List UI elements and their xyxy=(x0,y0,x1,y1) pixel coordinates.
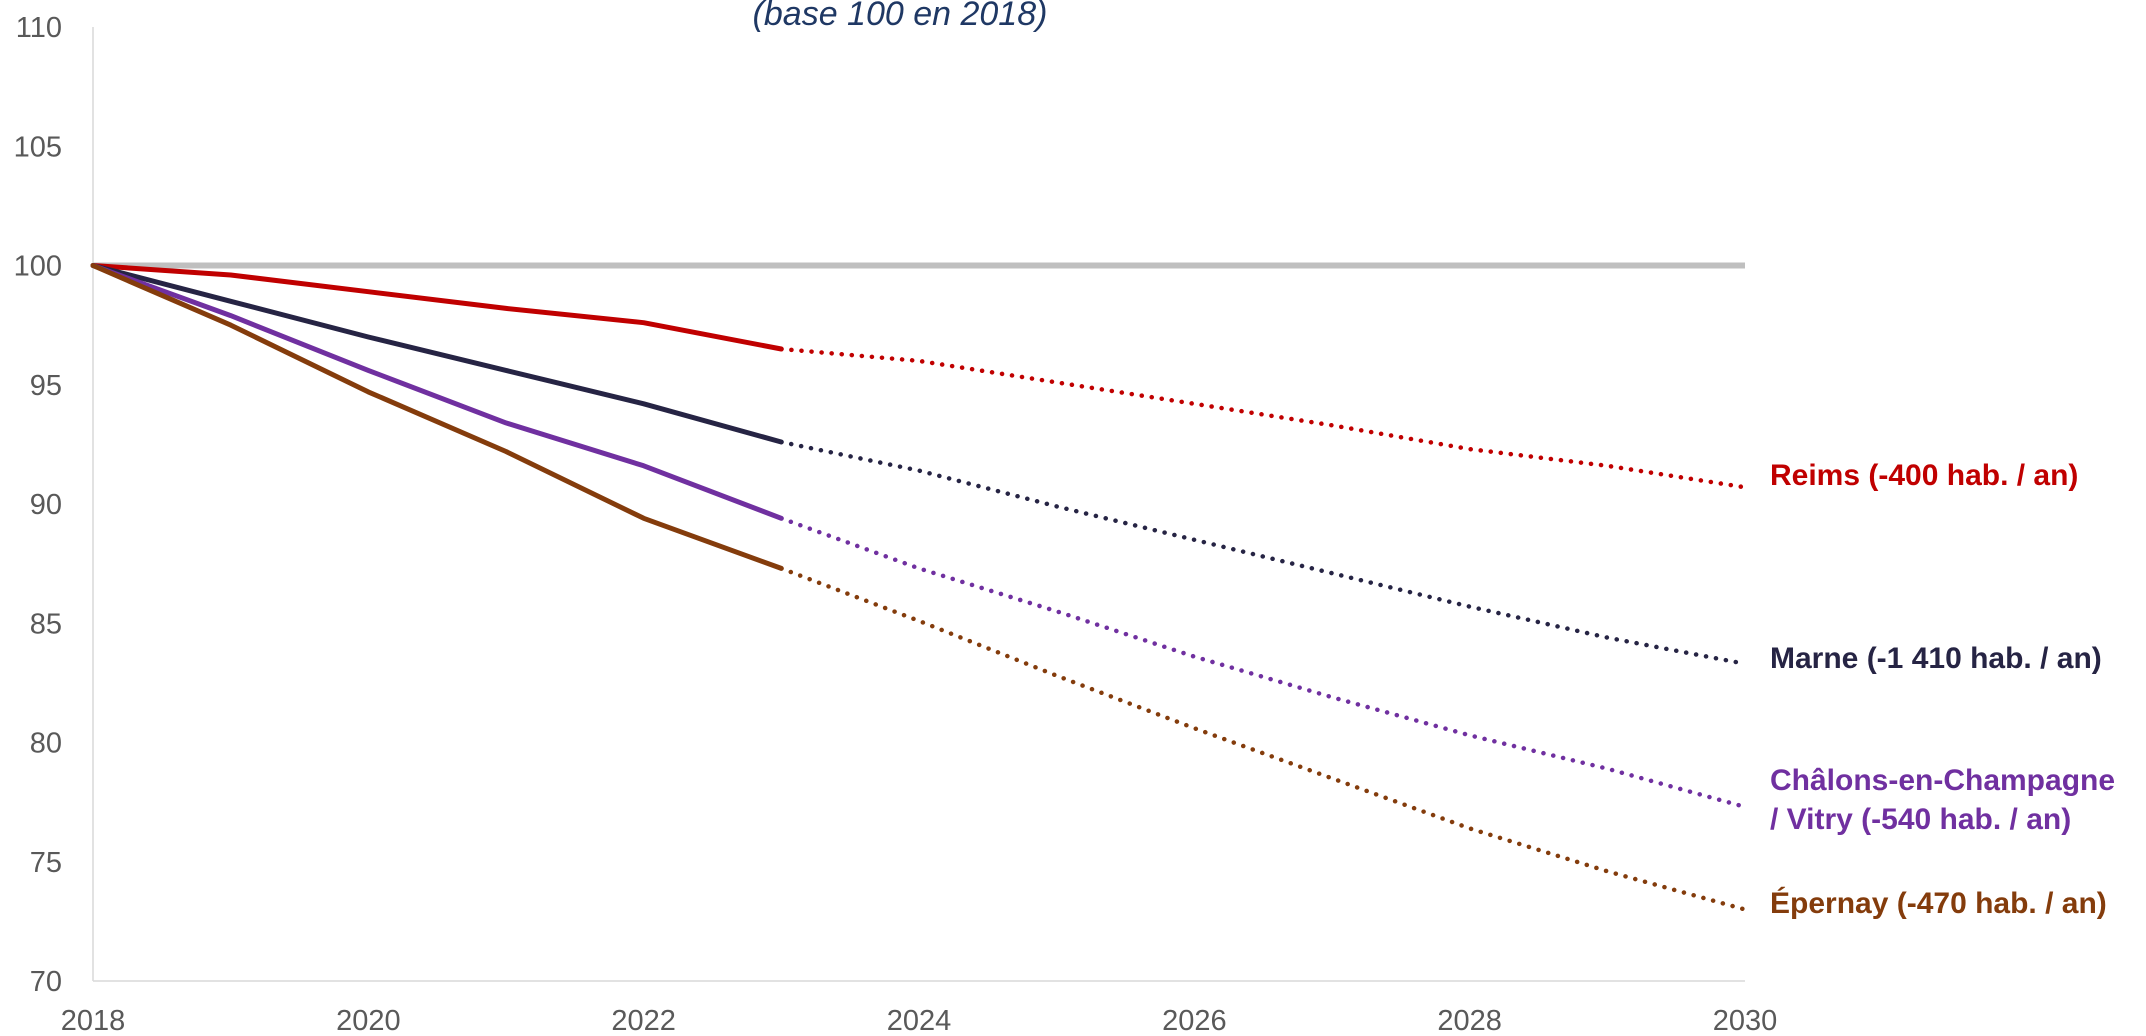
y-tick-label: 100 xyxy=(14,251,62,283)
series-label: Marne (-1 410 hab. / an) xyxy=(1770,642,2102,675)
x-tick-label: 2026 xyxy=(1162,1005,1227,1036)
y-tick-label: 70 xyxy=(30,966,62,998)
x-tick-label: 2020 xyxy=(336,1005,401,1036)
y-tick-label: 75 xyxy=(30,847,62,879)
series-label: / Vitry (-540 hab. / an) xyxy=(1770,803,2071,836)
y-tick-label: 95 xyxy=(30,370,62,402)
y-tick-label: 90 xyxy=(30,489,62,521)
y-tick-label: 80 xyxy=(30,728,62,760)
series-line-observed xyxy=(90,263,784,352)
x-tick-label: 2018 xyxy=(61,1005,126,1036)
series-line-projected xyxy=(779,439,1748,667)
y-tick-label: 110 xyxy=(16,12,62,44)
x-tick-label: 2022 xyxy=(611,1005,676,1036)
series-label: Châlons-en-Champagne xyxy=(1770,764,2115,797)
series-label: Épernay (-470 hab. / an) xyxy=(1770,886,2107,920)
series-line-projected xyxy=(779,346,1748,490)
y-tick-label: 85 xyxy=(30,608,62,640)
x-tick-label: 2024 xyxy=(887,1005,952,1036)
axes: 70 75 80 85 90 95 100 105 110 2018 2020 2022 2024 202… xyxy=(14,12,1778,1036)
series-group xyxy=(90,263,1748,912)
series-line-observed xyxy=(90,263,784,445)
y-tick-label: 105 xyxy=(14,131,62,163)
x-tick-label: 2028 xyxy=(1437,1005,1502,1036)
series-line-observed xyxy=(90,263,784,571)
series-line-observed xyxy=(90,263,784,521)
chart-subtitle: (base 100 en 2018) xyxy=(753,0,1048,33)
series-line-projected xyxy=(779,566,1748,912)
series-labels: Reims (-400 hab. / an) Marne (-1 410 hab.… xyxy=(1770,459,2115,920)
series-label: Reims (-400 hab. / an) xyxy=(1770,459,2078,492)
series-line-projected xyxy=(779,516,1748,810)
x-tick-label: 2030 xyxy=(1713,1005,1778,1036)
